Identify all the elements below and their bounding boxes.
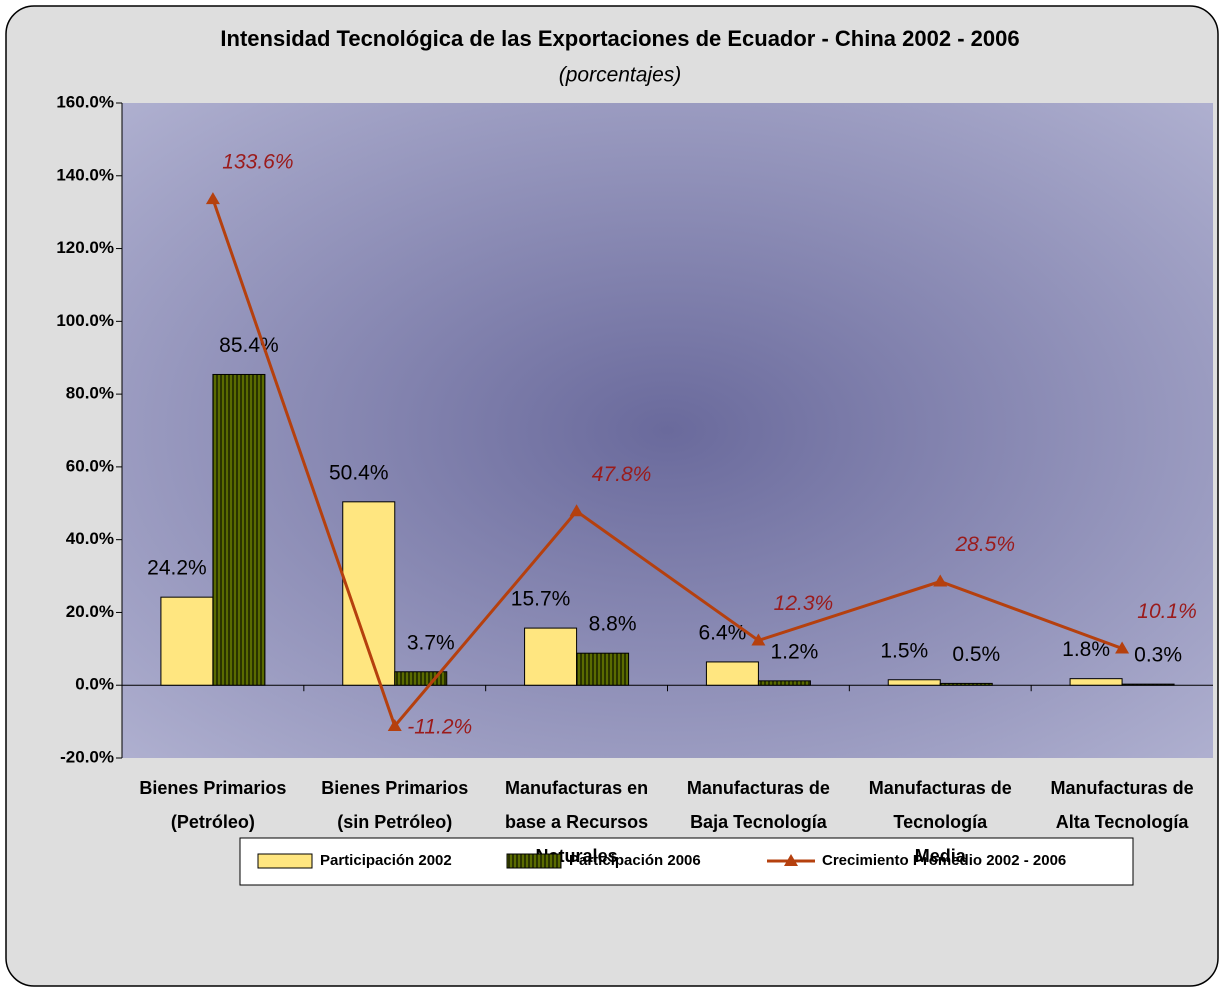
x-tick-label: Bienes Primarios <box>139 778 286 798</box>
legend-box <box>239 837 1134 886</box>
x-tick-label: Manufacturas de <box>869 778 1012 798</box>
bar <box>887 679 941 686</box>
line <box>211 198 1123 729</box>
plot-area <box>122 103 1213 758</box>
line-marker <box>933 574 948 587</box>
data-label: 3.7% <box>407 631 455 654</box>
x-tick-label: Manufacturas en <box>505 778 648 798</box>
y-tick-label: 40.0% <box>66 529 114 548</box>
y-tick-label: 20.0% <box>66 602 114 621</box>
y-tick-label: 140.0% <box>56 165 114 184</box>
x-tick-label: Bienes Primarios <box>321 778 468 798</box>
bar <box>705 661 759 686</box>
y-tick-label: 80.0% <box>66 384 114 403</box>
bar <box>1069 678 1123 686</box>
legend-swatch <box>257 853 313 869</box>
data-label: 0.3% <box>1134 644 1182 667</box>
x-tick-label: Media <box>915 846 967 866</box>
data-label: 6.4% <box>698 621 746 644</box>
line-label: 12.3% <box>774 592 834 615</box>
line-label: 47.8% <box>592 463 652 486</box>
bar <box>939 682 993 686</box>
legend-label: Participación 2006 <box>569 852 701 869</box>
y-tick-label: 160.0% <box>56 92 114 111</box>
data-label: 0.5% <box>952 643 1000 666</box>
line-label: 28.5% <box>954 533 1015 556</box>
x-tick-label: (sin Petróleo) <box>337 812 452 832</box>
bar <box>212 373 266 686</box>
bar <box>757 680 811 686</box>
y-tick-label: 60.0% <box>66 456 114 475</box>
data-label: 1.5% <box>880 639 928 662</box>
x-tick-label: Baja Tecnología <box>690 812 828 832</box>
bar <box>1121 683 1175 686</box>
data-label: 1.2% <box>770 640 818 663</box>
line-label: -11.2% <box>407 716 472 739</box>
bar <box>160 596 214 686</box>
x-tick-label: base a Recursos <box>505 812 648 832</box>
data-label: 50.4% <box>329 461 389 484</box>
legend-label: Participación 2002 <box>320 852 452 869</box>
y-tick-label: 0.0% <box>75 675 114 694</box>
line-label: 133.6% <box>222 151 293 174</box>
line-marker <box>387 718 402 731</box>
x-tick-label: Manufacturas de <box>1051 778 1194 798</box>
y-tick-label: -20.0% <box>60 747 114 766</box>
legend-label: Crecimiento Promedio 2002 - 2006 <box>822 852 1066 869</box>
chart-title: Intensidad Tecnológica de las Exportacio… <box>220 26 1019 51</box>
line-marker <box>1115 641 1130 654</box>
data-label: 1.8% <box>1062 638 1110 661</box>
data-label: 8.8% <box>589 613 637 636</box>
chart-subtitle: (porcentajes) <box>559 64 682 87</box>
y-tick-label: 100.0% <box>56 311 114 330</box>
line-marker <box>569 504 584 517</box>
data-label: 24.2% <box>147 557 207 580</box>
y-tick-label: 120.0% <box>56 238 114 257</box>
line-label: 10.1% <box>1137 600 1197 623</box>
legend-marker <box>784 854 798 866</box>
x-tick-label: Tecnología <box>893 812 988 832</box>
x-tick-label: (Petróleo) <box>171 812 255 832</box>
bar <box>524 627 578 686</box>
x-tick-label: Alta Tecnología <box>1056 812 1190 832</box>
data-label: 85.4% <box>219 334 279 357</box>
data-label: 15.7% <box>511 588 571 611</box>
legend-swatch <box>506 853 562 869</box>
line-marker <box>751 633 766 646</box>
x-tick-label: Manufacturas de <box>687 778 830 798</box>
bar <box>576 652 630 686</box>
line-marker <box>205 192 220 205</box>
